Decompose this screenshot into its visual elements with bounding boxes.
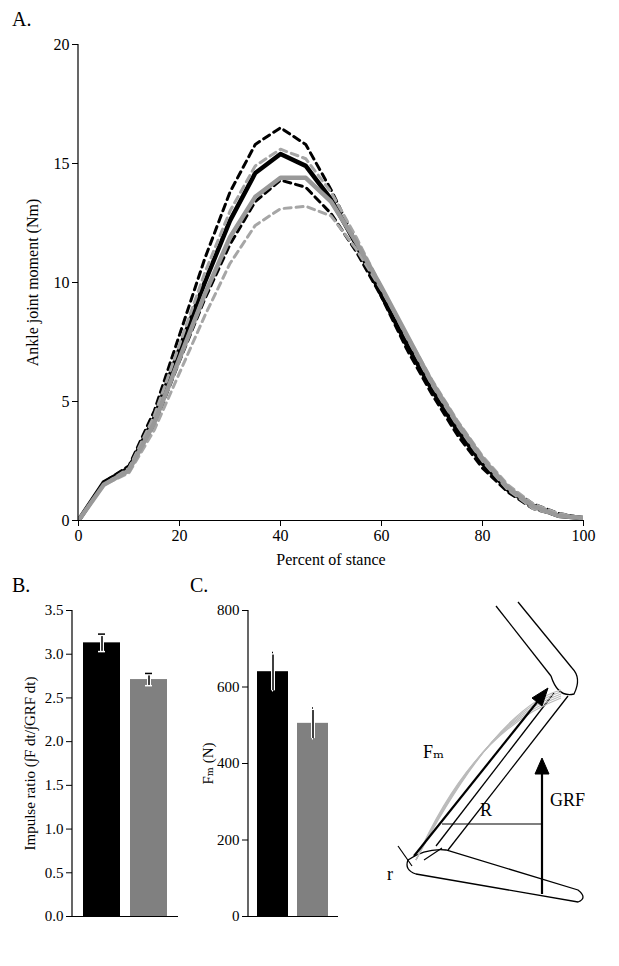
- svg-text:10: 10: [54, 274, 70, 291]
- svg-text:Fₘ (N): Fₘ (N): [200, 742, 217, 784]
- svg-text:600: 600: [217, 679, 240, 695]
- svg-text:0: 0: [75, 527, 83, 544]
- svg-text:80: 80: [475, 527, 491, 544]
- svg-text:0.5: 0.5: [45, 865, 64, 881]
- svg-text:60: 60: [374, 527, 390, 544]
- svg-text:0: 0: [62, 512, 70, 529]
- svg-text:100: 100: [572, 527, 596, 544]
- svg-text:R: R: [480, 800, 492, 820]
- svg-text:800: 800: [217, 602, 240, 618]
- svg-text:20: 20: [54, 36, 70, 53]
- svg-text:2.5: 2.5: [45, 690, 64, 706]
- svg-text:Impulse ratio (∫F dt/∫GRF dt): Impulse ratio (∫F dt/∫GRF dt): [22, 676, 39, 850]
- svg-text:5: 5: [62, 393, 70, 410]
- svg-text:0.0: 0.0: [45, 908, 64, 924]
- svg-text:2.0: 2.0: [45, 733, 64, 749]
- html-text:B.: B.: [12, 574, 31, 596]
- svg-text:400: 400: [217, 755, 240, 771]
- svg-text:0: 0: [232, 908, 240, 924]
- svg-text:40: 40: [273, 527, 289, 544]
- svg-text:15: 15: [54, 155, 70, 172]
- svg-text:Percent of stance: Percent of stance: [276, 551, 385, 568]
- svg-text:GRF: GRF: [550, 790, 585, 810]
- svg-text:20: 20: [172, 527, 188, 544]
- svg-text:1.0: 1.0: [45, 821, 64, 837]
- svg-text:200: 200: [217, 832, 240, 848]
- svg-text:r: r: [387, 864, 393, 884]
- svg-text:3.0: 3.0: [45, 646, 64, 662]
- svg-text:1.5: 1.5: [45, 777, 64, 793]
- html-text:A.: A.: [12, 8, 32, 30]
- svg-text:Ankle joint moment (Nm): Ankle joint moment (Nm): [24, 199, 42, 367]
- html-text:C.: C.: [190, 574, 209, 596]
- svg-text:3.5: 3.5: [45, 602, 64, 618]
- svg-text:Fₘ: Fₘ: [423, 742, 444, 762]
